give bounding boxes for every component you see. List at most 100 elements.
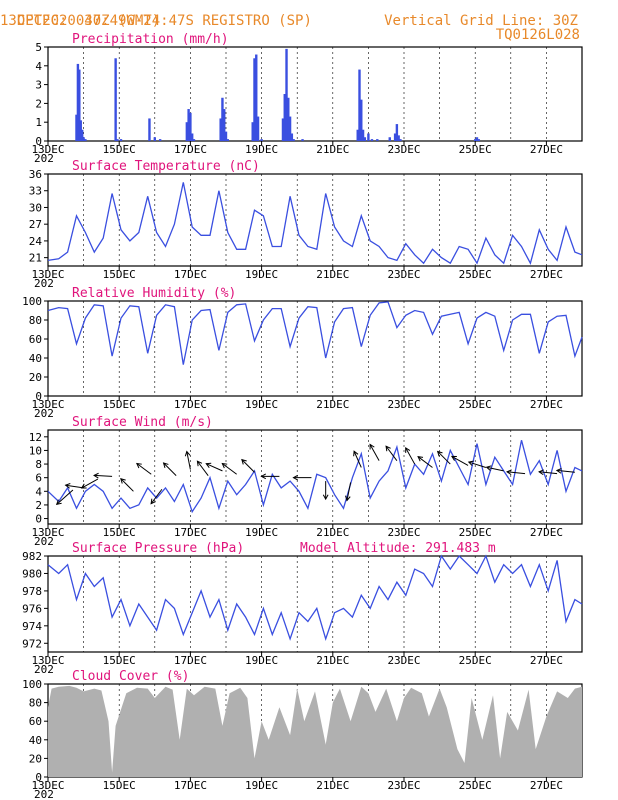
rh-xtick-label: 15DEC — [103, 398, 136, 411]
temp-series-line — [47, 182, 583, 265]
precip-bar — [76, 63, 80, 141]
cloud-year-label: 202 — [34, 788, 54, 800]
precip-bar — [290, 133, 294, 141]
precip-bar — [388, 137, 391, 141]
wind-arrow-head — [485, 465, 492, 471]
wind-ytick-label: 0 — [35, 513, 42, 526]
precip-bar — [224, 131, 228, 141]
precip-bar — [82, 137, 85, 141]
pressure-xtick-label: 27DEC — [530, 654, 563, 667]
station-label: REGISTRO (SP) — [202, 13, 312, 29]
wind-arrow-head — [506, 469, 512, 476]
temp-year-label: 202 — [34, 277, 54, 290]
wind-arrow-head — [385, 445, 391, 452]
wind-arrow — [346, 482, 352, 501]
wind-arrow-head — [162, 462, 169, 468]
pressure-ytick-label: 976 — [22, 602, 42, 615]
precip-ytick-label: 3 — [35, 79, 42, 92]
wind-ytick-label: 8 — [35, 458, 42, 471]
wind-xtick-label: 21DEC — [316, 526, 349, 539]
precip-frame — [47, 46, 583, 142]
precip-bar — [192, 139, 196, 141]
precip-bar — [80, 129, 84, 141]
wind-arrow — [94, 474, 113, 477]
wind-arrow — [417, 456, 433, 468]
wind-arrow — [81, 478, 99, 489]
precip-bar — [158, 139, 162, 141]
cloud-area — [48, 685, 582, 777]
precip-bar — [283, 94, 286, 141]
temp-title: Surface Temperature (nC) — [72, 159, 260, 174]
wind-arrow-head — [80, 483, 87, 489]
wind-ytick-label: 10 — [29, 444, 42, 457]
wind-arrow-head — [292, 474, 299, 481]
cloud-xtick-label: 23DEC — [387, 779, 420, 792]
wind-arrow-head — [93, 472, 99, 479]
rh-series-line — [47, 301, 583, 365]
rh-xtick-label: 27DEC — [530, 398, 563, 411]
grid-note: Vertical Grid Line: 30Z — [384, 13, 578, 29]
precip-bar — [116, 139, 119, 141]
precip-bar — [84, 139, 87, 141]
source-label: CPTEC: — [16, 13, 68, 29]
pressure-xtick-label: 17DEC — [174, 654, 207, 667]
cloud-ytick-label: 60 — [29, 715, 42, 728]
wind-arrow — [451, 455, 469, 466]
rh-ytick-label: 100 — [22, 295, 42, 308]
wind-arrow — [65, 484, 84, 489]
wind-arrow — [405, 447, 416, 465]
precip-bar — [221, 97, 224, 141]
cloud-ytick-label: 20 — [29, 752, 42, 765]
wind-ytick-label: 2 — [35, 499, 42, 512]
rh-xtick-label: 19DEC — [245, 398, 278, 411]
temp-xtick-label: 21DEC — [316, 268, 349, 281]
rh-xtick-label: 21DEC — [316, 398, 349, 411]
cloud-xtick-label: 13DEC — [31, 779, 64, 792]
precip-bar — [253, 58, 256, 141]
wind-arrow-head — [417, 456, 424, 462]
precip-xtick-label: 17DEC — [174, 143, 207, 156]
cloud-title: Cloud Cover (%) — [72, 669, 189, 684]
pressure-xtick-label: 15DEC — [103, 654, 136, 667]
precip-bar — [219, 118, 222, 141]
precip-bar — [255, 54, 258, 141]
wind-series-line — [47, 440, 583, 514]
precip-bar — [361, 129, 365, 141]
pressure-title: Surface Pressure (hPa) — [72, 541, 244, 556]
wind-arrow-head — [353, 450, 359, 457]
precip-bar — [75, 114, 78, 141]
precip-bar — [477, 139, 480, 141]
wind-arrow-head — [205, 462, 212, 468]
precip-bar — [119, 139, 123, 141]
wind-arrow-head — [467, 460, 474, 467]
temp-ytick-label: 30 — [29, 201, 42, 214]
rh-xtick-label: 13DEC — [31, 398, 64, 411]
wind-arrow — [385, 445, 398, 461]
cloud-xtick-label: 21DEC — [316, 779, 349, 792]
precip-bar — [190, 133, 194, 141]
temp-xtick-label: 27DEC — [530, 268, 563, 281]
rh-ytick-label: 60 — [29, 333, 42, 346]
precip-bar — [185, 122, 189, 141]
cloud-xtick-label: 19DEC — [245, 779, 278, 792]
rh-ytick-label: 0 — [35, 390, 42, 403]
wind-arrow-head — [184, 450, 191, 457]
pressure-ytick-label: 978 — [22, 585, 42, 598]
precip-bar — [79, 120, 82, 141]
pressure-xtick-label: 19DEC — [245, 654, 278, 667]
wind-xtick-label: 13DEC — [31, 526, 64, 539]
precip-bar — [288, 116, 292, 141]
wind-arrow-head — [136, 462, 142, 469]
pressure-ytick-label: 980 — [22, 567, 42, 580]
wind-arrow — [221, 463, 237, 475]
wind-arrow-head — [450, 455, 457, 461]
temp-xtick-label: 13DEC — [31, 268, 64, 281]
wind-arrow-head — [405, 446, 411, 453]
rh-xtick-label: 23DEC — [387, 398, 420, 411]
precip-bar — [281, 118, 285, 141]
precip-bar — [363, 137, 367, 141]
cloud-ytick-label: 0 — [35, 771, 42, 784]
precip-bar — [260, 139, 263, 141]
precip-xtick-label: 19DEC — [245, 143, 278, 156]
wind-xtick-label: 23DEC — [387, 526, 420, 539]
